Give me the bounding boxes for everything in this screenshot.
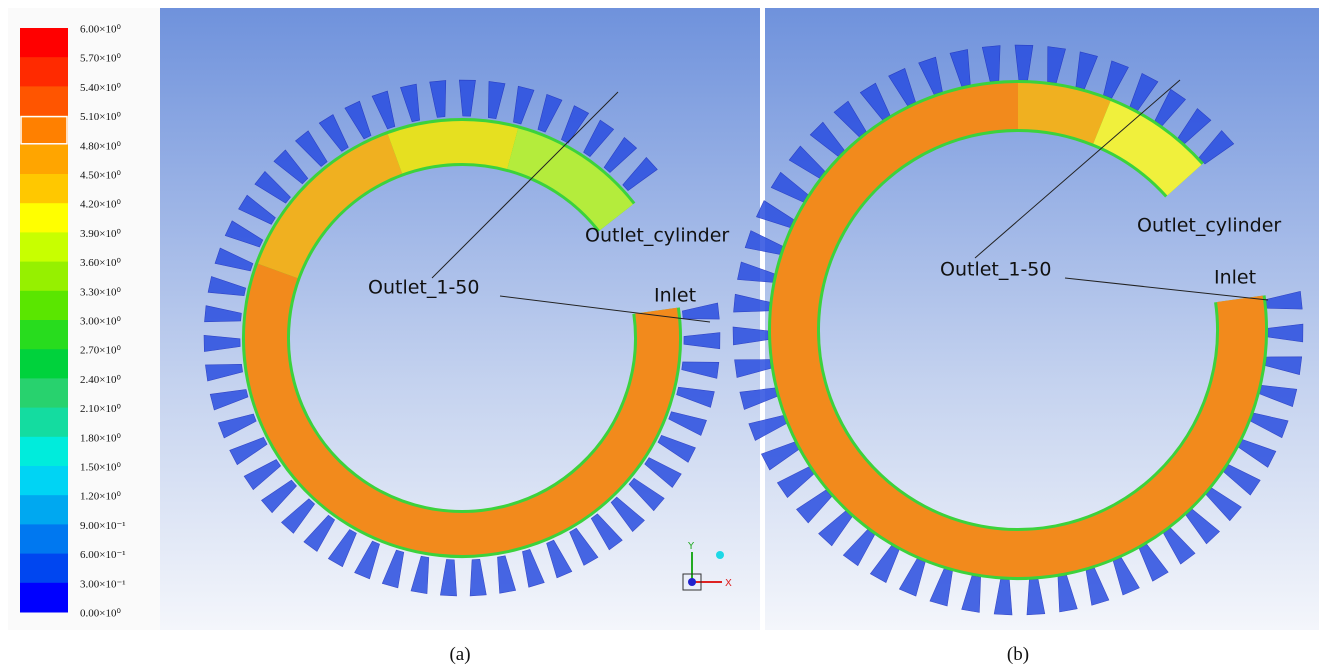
color-swatch (20, 378, 68, 408)
colorbar-label: 3.00×10⁰ (80, 316, 121, 328)
colorbar-label: 1.50×10⁰ (80, 462, 121, 474)
triad-label: Y (687, 541, 695, 552)
color-swatch (20, 116, 68, 146)
colorbar-label: 4.80×10⁰ (80, 140, 121, 152)
figure: 6.00×10⁰ 5.70×10⁰ 5.40×10⁰ 5.10×10⁰ 4.80×10⁰… (0, 0, 1319, 670)
color-swatch (20, 232, 68, 262)
colorbar-label: 3.30×10⁰ (80, 286, 121, 298)
triad-label: X (725, 578, 732, 589)
triad-marker (716, 551, 724, 559)
color-swatch (20, 86, 68, 116)
color-swatch (20, 145, 68, 175)
colorbar-label: 4.50×10⁰ (80, 170, 121, 182)
colorbar-label: 5.10×10⁰ (80, 111, 121, 123)
ring-segment (395, 142, 513, 154)
colorbar-label: 6.00×10⁰ (80, 24, 121, 36)
colorbar-label: 3.00×10⁻¹ (80, 578, 126, 590)
color-swatch (20, 203, 68, 233)
annotation: Outlet_cylinder (585, 225, 729, 247)
color-swatch (20, 57, 68, 87)
color-swatch (20, 437, 68, 467)
color-swatch (20, 262, 68, 292)
caption: (a) (449, 644, 470, 665)
colorbar-label: 4.20×10⁰ (80, 199, 121, 211)
color-swatch (20, 291, 68, 321)
colorbar-label: 0.00×10⁰ (80, 608, 121, 620)
ring-segment (1018, 106, 1102, 122)
color-swatch (20, 466, 68, 496)
color-swatch (20, 28, 68, 58)
color-swatch (20, 174, 68, 204)
color-swatch (20, 524, 68, 554)
color-swatch (20, 320, 68, 350)
color-swatch (20, 554, 68, 584)
colorbar-label: 2.70×10⁰ (80, 345, 121, 357)
colorbar-label: 6.00×10⁻¹ (80, 549, 126, 561)
annotation: Outlet_1-50 (940, 259, 1052, 281)
triad-origin (688, 578, 696, 586)
color-swatch (20, 583, 68, 613)
colorbar-label: 5.40×10⁰ (80, 82, 121, 94)
annotation: Outlet_cylinder (1137, 215, 1281, 237)
colorbar-label: 5.70×10⁰ (80, 53, 121, 65)
outlet-channel (733, 327, 768, 345)
colorbar-label: 2.40×10⁰ (80, 374, 121, 386)
colorbar-label: 1.80×10⁰ (80, 432, 121, 444)
colorbar-label: 2.10×10⁰ (80, 403, 121, 415)
colorbar-label: 9.00×10⁻¹ (80, 520, 126, 532)
annotation: Inlet (654, 285, 696, 307)
color-swatch (20, 349, 68, 379)
annotation: Outlet_1-50 (368, 277, 480, 299)
colorbar-label: 3.60×10⁰ (80, 257, 121, 269)
annotation: Inlet (1214, 267, 1256, 289)
colorbar-label: 3.90×10⁰ (80, 228, 121, 240)
caption: (b) (1007, 644, 1029, 665)
colorbar-label: 1.20×10⁰ (80, 491, 121, 503)
color-swatch (20, 408, 68, 438)
color-swatch (20, 495, 68, 525)
